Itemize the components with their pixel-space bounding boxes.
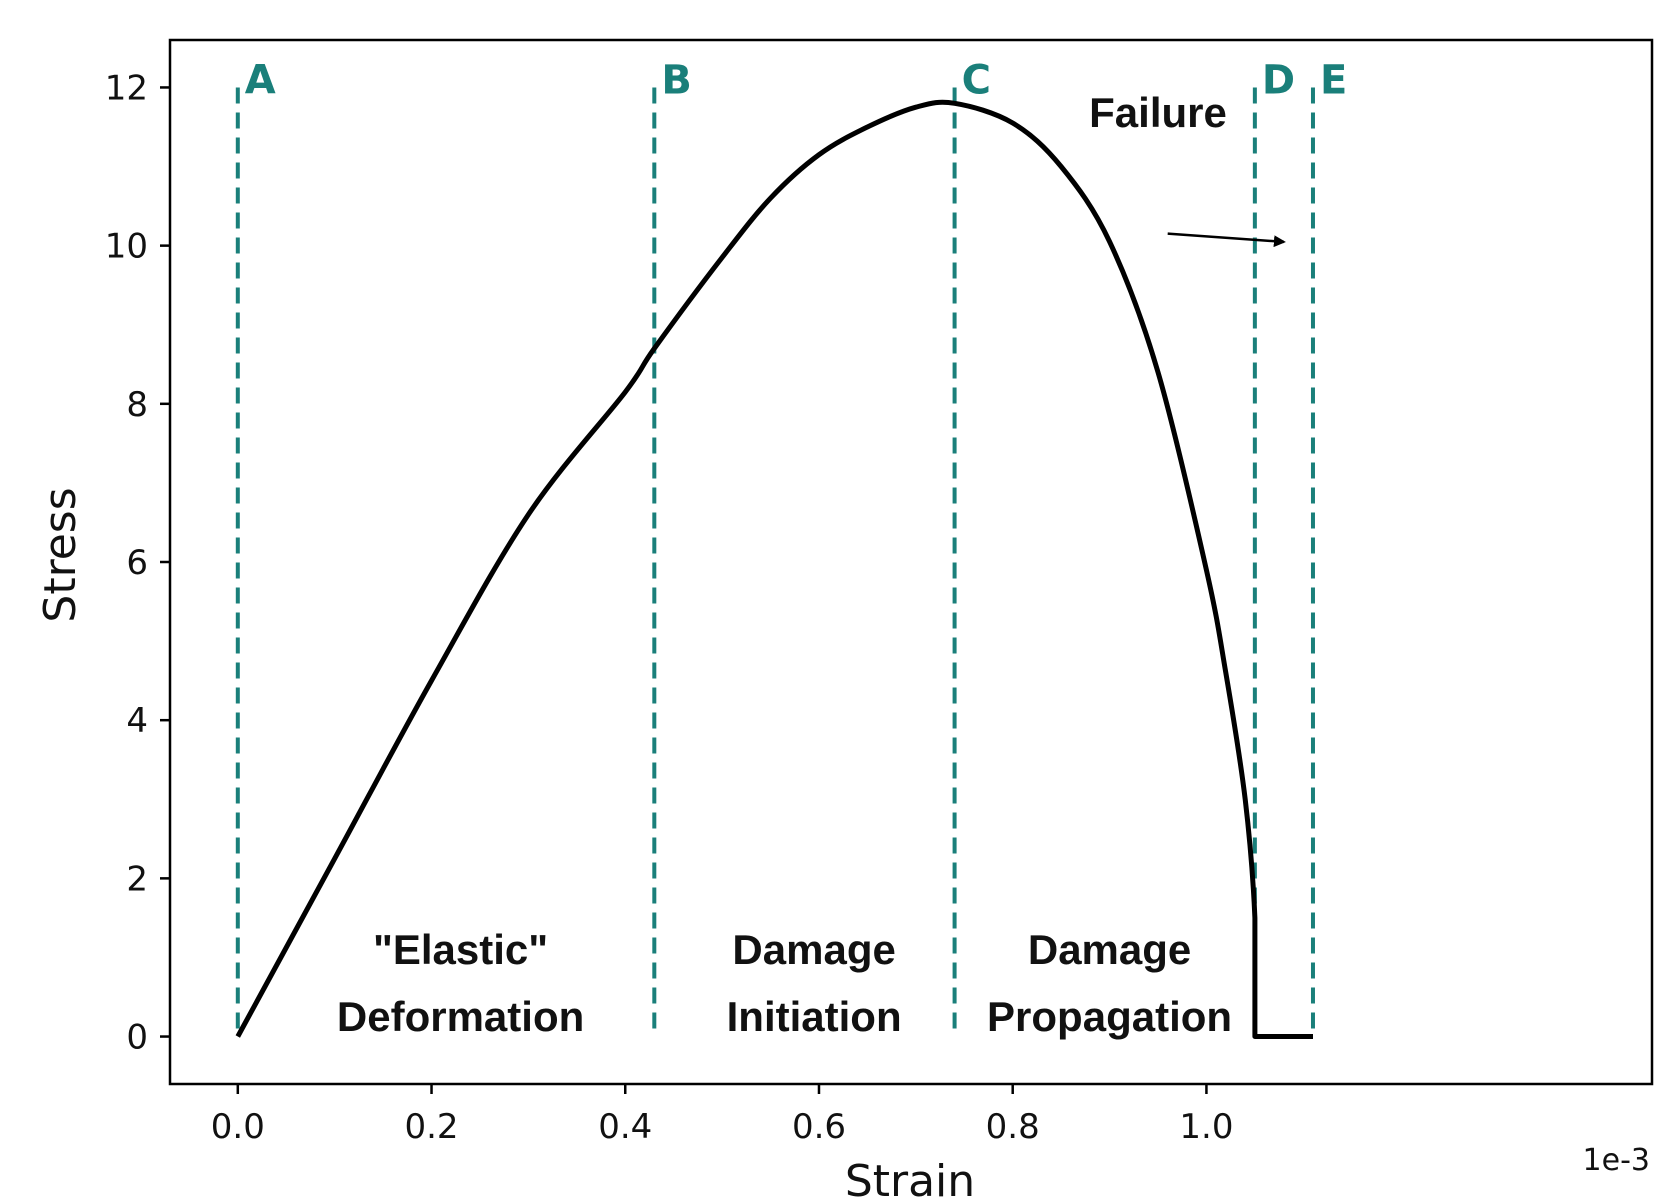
marker-label-c: C [962,57,991,103]
failure-annotation: Failure [1089,89,1227,136]
failure-arrow [1167,232,1286,248]
region-label: Damage [732,926,895,973]
annotations: Failure [1089,89,1286,248]
marker-label-a: A [245,57,276,103]
marker-label-d: D [1262,57,1295,103]
x-tick-label: 0.8 [986,1107,1040,1147]
series-line [235,99,1313,1039]
marker-label-b: B [661,57,692,103]
y-tick-label: 4 [126,701,148,741]
y-axis-ticks: 0 2 4 6 8 10 12 [105,68,170,1058]
y-tick-label: 8 [126,385,148,425]
y-tick-label: 0 [126,1018,148,1058]
y-tick-label: 6 [126,543,148,583]
x-tick-label: 0.6 [792,1107,846,1147]
y-tick-label: 2 [126,859,148,899]
x-axis-offset-label: 1e-3 [1583,1143,1650,1178]
y-tick-label: 12 [105,68,148,108]
region-label: Propagation [987,993,1232,1040]
x-axis-ticks: 0.0 0.2 0.4 0.6 0.8 1.0 [211,1084,1233,1147]
x-tick-label: 0.4 [598,1107,652,1147]
x-axis-label: Strain [845,1156,975,1201]
region-label: Deformation [337,993,584,1040]
region-labels: "Elastic" Deformation Damage Initiation Dama… [337,926,1232,1040]
y-axis-label: Stress [35,487,86,622]
x-tick-label: 1.0 [1179,1107,1233,1147]
region-label: Damage [1028,926,1191,973]
region-label: Initiation [727,993,902,1040]
x-tick-label: 0.0 [211,1107,265,1147]
region-label: "Elastic" [373,926,548,973]
marker-label-e: E [1320,57,1347,103]
stress-curve [235,99,1313,1039]
x-tick-label: 0.2 [404,1107,458,1147]
y-tick-label: 10 [105,227,148,267]
